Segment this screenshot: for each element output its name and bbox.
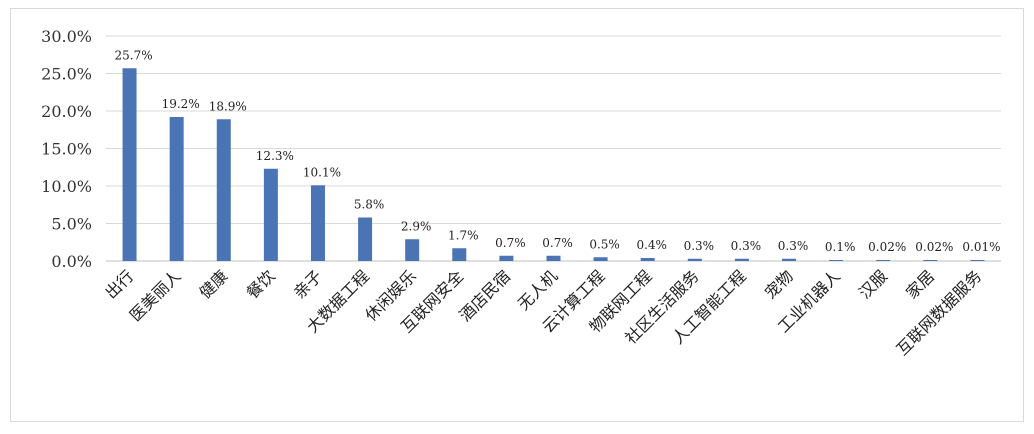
bar [263, 168, 278, 261]
data-label: 0.4% [636, 238, 667, 252]
bar-chart: 0.0% 5.0% 10.0% 15.0% 20.0% 25.0% 30.0% 25.7% 1… [41, 27, 1001, 359]
y-tick-label: 30.0% [41, 27, 92, 46]
data-label: 0.7% [542, 236, 573, 250]
category-label: 餐饮 [243, 266, 279, 302]
data-label: 0.5% [589, 237, 620, 251]
y-tick-label: 10.0% [41, 177, 92, 196]
bar [970, 260, 985, 261]
bar [923, 260, 938, 261]
category-label: 宠物 [761, 266, 797, 302]
category-label: 互联网数据服务 [893, 266, 986, 359]
bar [499, 255, 514, 261]
gridlines [106, 35, 1001, 262]
bars [122, 68, 985, 261]
data-label: 0.01% [962, 240, 1000, 254]
data-label: 0.3% [684, 239, 715, 253]
chart-frame: 0.0% 5.0% 10.0% 15.0% 20.0% 25.0% 30.0% 25.7% 1… [10, 8, 1024, 422]
data-label: 19.2% [162, 97, 200, 111]
bar [687, 258, 702, 261]
bar [310, 185, 325, 261]
bar [358, 217, 373, 261]
bar [829, 260, 844, 261]
bar [405, 239, 420, 261]
y-tick-label: 5.0% [51, 215, 92, 234]
y-axis-ticks: 0.0% 5.0% 10.0% 15.0% 20.0% 25.0% 30.0% [41, 27, 92, 271]
bar [452, 248, 467, 261]
y-tick-label: 20.0% [41, 102, 92, 121]
data-label: 10.1% [303, 165, 341, 179]
bar [169, 117, 184, 261]
category-label: 酒店民宿 [456, 266, 515, 325]
category-label: 出行 [101, 266, 137, 302]
data-label: 0.7% [495, 236, 526, 250]
category-label: 家居 [902, 266, 938, 302]
bar [734, 258, 749, 261]
data-label: 0.3% [731, 239, 762, 253]
bar [593, 257, 608, 261]
data-label: 0.02% [915, 240, 953, 254]
data-label: 0.1% [825, 240, 856, 254]
bar [876, 260, 891, 261]
bar [782, 258, 797, 261]
data-label: 12.3% [256, 149, 294, 163]
y-tick-label: 15.0% [41, 140, 92, 159]
bar [546, 255, 561, 261]
category-label: 汉服 [855, 266, 891, 302]
bar [216, 119, 231, 261]
data-label: 5.8% [354, 198, 385, 212]
category-label: 健康 [196, 266, 232, 302]
bar [640, 258, 655, 261]
category-label: 医美丽人 [126, 266, 185, 325]
data-label: 2.9% [401, 219, 432, 233]
data-label: 1.7% [448, 228, 479, 242]
data-label: 0.02% [868, 240, 906, 254]
bar [122, 68, 137, 261]
y-tick-label: 0.0% [51, 252, 92, 271]
data-label: 25.7% [114, 48, 152, 62]
y-tick-label: 25.0% [41, 65, 92, 84]
data-labels: 25.7% 19.2% 18.9% 12.3% 10.1% 5.8% 2.9% 1.7% 0.7… [114, 48, 1000, 254]
data-label: 0.3% [778, 239, 809, 253]
category-label: 亲子 [290, 266, 326, 302]
data-label: 18.9% [209, 99, 247, 113]
